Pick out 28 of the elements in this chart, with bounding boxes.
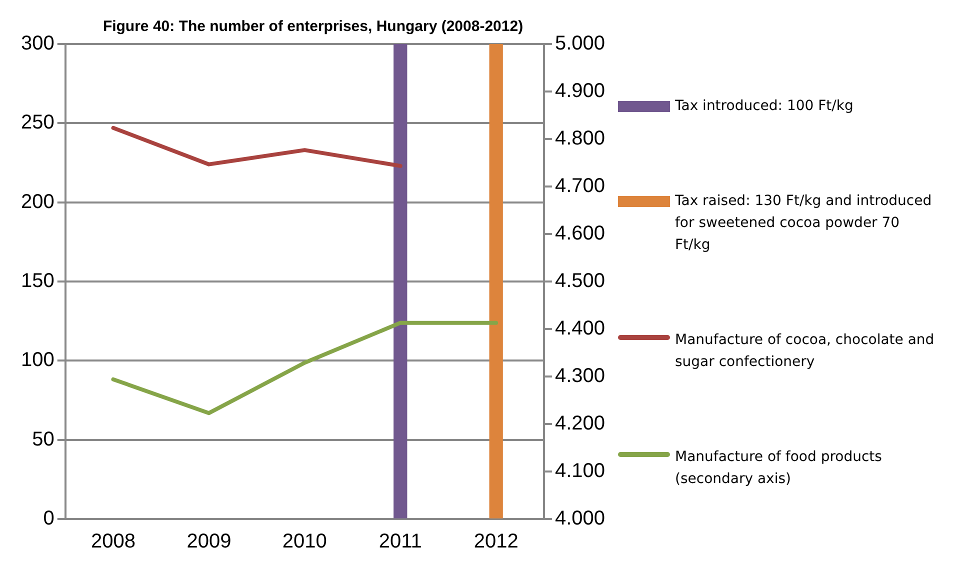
y2-tick-label: 4.500 [554, 270, 606, 292]
y2-tick-label: 4.600 [554, 222, 606, 245]
y2-tick-label: 5.000 [554, 32, 606, 55]
y2-tick-label: 4.200 [554, 412, 606, 435]
chart-title: Figure 40: The number of enterprises, Hungary (2008-2012) [102, 18, 524, 36]
legend-label: Tax introduced: 100 Ft/kg [675, 96, 854, 116]
legend-label: Manufacture of cocoa, chocolate and sugar confectionery [675, 331, 935, 372]
y2-tick-label: 4.900 [554, 80, 606, 102]
y-tick-label: 200 [20, 190, 54, 213]
x-tick-label: 2009 [186, 530, 232, 553]
y2-tick-label: 4.100 [554, 460, 606, 482]
y2-tick-label: 4.400 [554, 318, 606, 340]
y-tick-label: 300 [20, 32, 54, 55]
legend-label: Tax raised: 130 Ft/kg and introduced for sweetened cocoa powder 70 Ft/kg [675, 192, 933, 255]
y2-tick-label: 4.800 [554, 128, 606, 150]
y-tick-label: 100 [20, 349, 54, 372]
x-tick-label: 2010 [282, 530, 327, 553]
y2-tick-label: 4.700 [554, 175, 606, 198]
y-tick-label: 0 [43, 508, 54, 530]
y-tick-label: 250 [20, 112, 54, 134]
legend-label: Manufacture of food products (secondary axis) [675, 448, 883, 490]
x-tick-label: 2011 [378, 530, 422, 553]
y-tick-label: 50 [32, 428, 54, 450]
y2-tick-label: 4.300 [554, 365, 606, 388]
x-tick-label: 2008 [90, 530, 136, 553]
y2-tick-label: 4.000 [554, 508, 606, 530]
y-tick-label: 150 [20, 270, 54, 292]
x-tick-label: 2012 [474, 530, 518, 553]
